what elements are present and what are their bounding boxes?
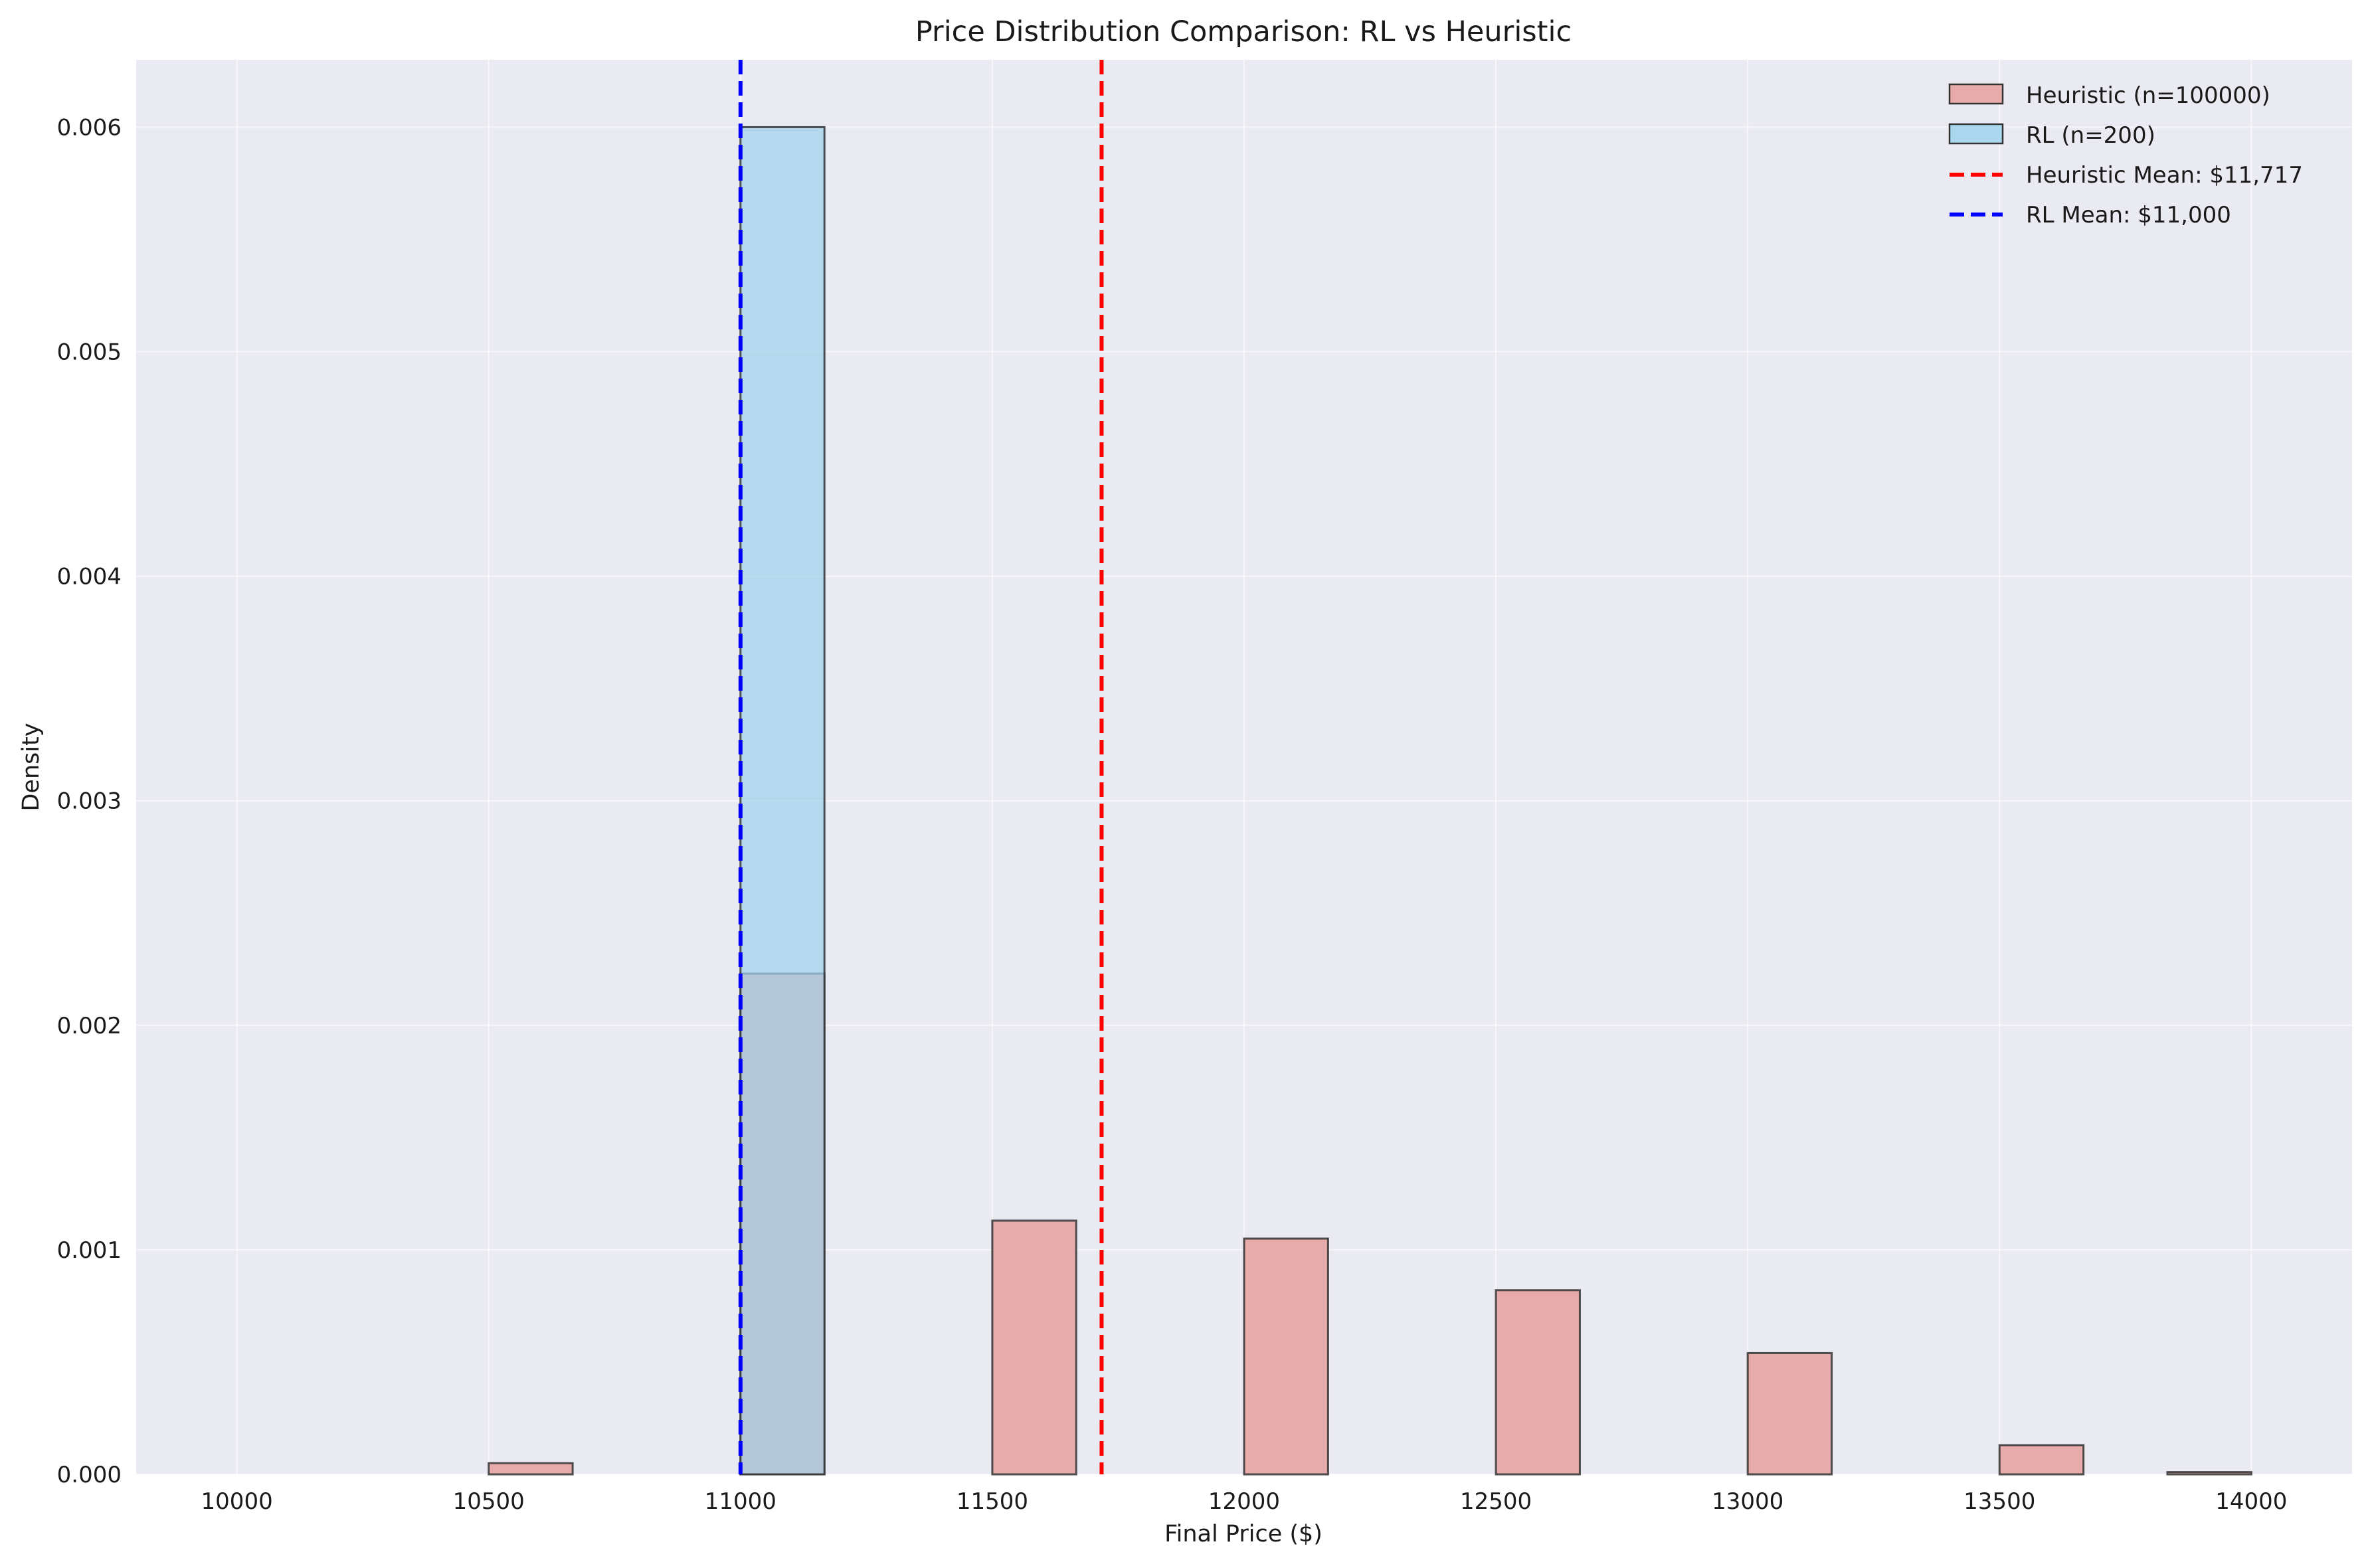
legend-label-heuristic: Heuristic (n=100000)	[2026, 82, 2270, 109]
mean-lines	[738, 60, 1104, 1474]
x-tick-label-0: 10000	[201, 1488, 273, 1515]
bar-series0-bin-9	[991, 1219, 1077, 1476]
y-tick-label-3: 0.003	[57, 788, 122, 815]
bar-series0-bin-23	[2166, 1471, 2252, 1476]
y-axis-label: Density	[18, 723, 45, 811]
bar-series1-bin-0	[739, 126, 826, 1476]
legend-label-heuristic-mean: Heuristic Mean: $11,717	[2026, 162, 2303, 189]
x-tick-label-2: 11000	[705, 1488, 776, 1515]
y-tick-label-1: 0.001	[57, 1237, 122, 1264]
x-tick-label-8: 14000	[2215, 1488, 2287, 1515]
y-tick-label-2: 0.002	[57, 1013, 122, 1039]
x-tick-label-1: 10500	[453, 1488, 525, 1515]
x-axis-ticks: 10000 10500 11000 11500 12000 12500 13000 13500…	[201, 1488, 2288, 1515]
x-tick-label-7: 13500	[1963, 1488, 2035, 1515]
y-tick-label-0: 0.000	[57, 1462, 122, 1488]
y-axis-ticks: 0.000 0.001 0.002 0.003 0.004 0.005 0.006	[57, 114, 122, 1488]
x-tick-label-3: 11500	[956, 1488, 1028, 1515]
x-tick-label-5: 12500	[1460, 1488, 1532, 1515]
bar-series0-bin-12	[1243, 1237, 1329, 1476]
histogram-bars	[488, 126, 2252, 1476]
legend-swatch-rl	[1948, 123, 2004, 145]
x-tick-label-4: 12000	[1208, 1488, 1280, 1515]
legend: Heuristic (n=100000) RL (n=200) Heuristi…	[1948, 82, 2303, 228]
y-tick-label-6: 0.006	[57, 114, 122, 141]
chart-title: Price Distribution Comparison: RL vs Heu…	[915, 15, 1572, 48]
legend-swatch-heuristic	[1948, 83, 2004, 105]
bar-series0-bin-18	[1746, 1351, 1833, 1476]
legend-label-rl-mean: RL Mean: $11,000	[2026, 202, 2231, 228]
x-axis-label: Final Price ($)	[1164, 1521, 1322, 1547]
legend-label-rl: RL (n=200)	[2026, 122, 2155, 149]
x-tick-label-6: 13000	[1712, 1488, 1783, 1515]
y-tick-label-5: 0.005	[57, 339, 122, 366]
bar-series0-bin-3	[488, 1462, 574, 1476]
y-tick-label-4: 0.004	[57, 564, 122, 590]
bar-series0-bin-21	[1998, 1444, 2085, 1476]
bar-series0-bin-15	[1495, 1289, 1581, 1476]
